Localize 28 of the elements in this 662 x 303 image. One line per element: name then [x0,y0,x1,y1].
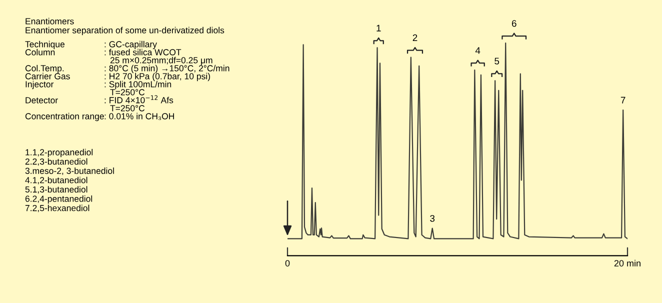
x-tick-label: 0 [285,260,290,266]
annotation: 3 [430,215,435,222]
text: 7.2,5-hexanediol [25,204,90,212]
x-tick-label: 20 min [614,260,640,266]
text: Enantiomers [26,18,74,24]
text: Detector : FID 4×10$^{−12}$ Afs [26,95,174,104]
text: 2.2,3-butanediol [25,158,88,166]
text: Column : fused silica WCOT [25,48,182,56]
text: 5.1,3-butanediol [25,186,88,194]
text: Enantiomer separation of some un-derivatized diols [26,26,224,36]
text: Concentration range: 0.01% in CH₃OH [25,112,174,122]
text: T=250°C [110,89,145,96]
text: Technique : GC-capillary [25,40,157,50]
text: 3.meso-2, 3-butanediol [25,168,114,175]
text: Injector : Split 100mL/min [26,80,172,90]
annotation: 7 [620,96,626,104]
annotation: 5 [494,58,500,64]
annotation: 2 [412,34,418,41]
text: 6.2,4-pentanediol [25,195,92,204]
annotation: 1 [376,24,381,32]
text: 4.1,2-butanediol [25,176,88,184]
text: 25 m×0.25mm;df=0.25 μm [110,56,212,65]
text: 1.1,2-propanediol [26,148,93,158]
annotation: 4 [475,47,480,54]
annotation: 6 [512,20,516,27]
text: Carrier Gas : H2 70 kPa (0.7bar, 10 psi) [25,72,210,82]
text: Col.Temp. : 80°C (5 min) →150°C, 2°C/min [25,64,230,74]
text: T=250°C [110,105,145,112]
